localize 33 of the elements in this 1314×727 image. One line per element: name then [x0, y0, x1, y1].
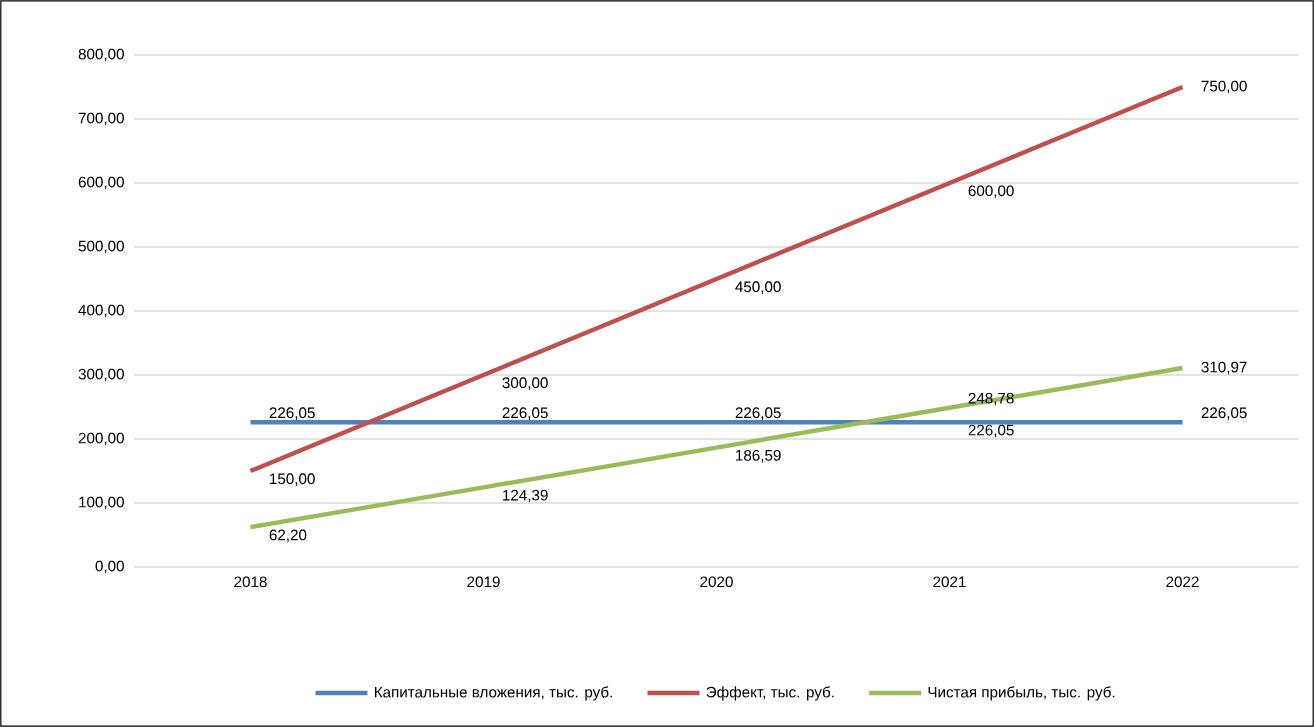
x-tick-label: 2020: [700, 576, 733, 588]
line-series: [248, 365, 1185, 530]
y-tick-label: 600,00: [78, 176, 124, 190]
data-label: 226,05: [502, 407, 548, 420]
y-tick-label: 800,00: [78, 48, 124, 62]
x-tick-label: 2018: [234, 576, 267, 588]
data-label: 450,00: [735, 281, 781, 294]
legend-label: Чистая прибыль, тыс. руб.: [928, 686, 1115, 701]
data-label: 226,05: [735, 407, 781, 420]
x-tick-label: 2019: [467, 576, 500, 588]
legend-label: Эффект, тыс. руб.: [706, 686, 834, 701]
data-label: 310,97: [1201, 361, 1247, 375]
data-label: 150,00: [270, 473, 315, 486]
x-tick-label: 2021: [933, 576, 966, 588]
data-label: 226,05: [1201, 407, 1247, 420]
y-tick-label: 100,00: [79, 496, 124, 510]
data-label: 62,20: [269, 529, 307, 543]
y-tick-label: 300,00: [78, 368, 124, 382]
y-tick-label: 700,00: [78, 112, 124, 126]
data-label: 300,00: [502, 377, 548, 390]
data-label: 750,00: [1201, 80, 1247, 94]
data-label: 600,00: [968, 185, 1014, 198]
data-label: 226,05: [968, 424, 1014, 438]
y-tick-label: 200,00: [78, 432, 124, 446]
y-tick-label: 0,00: [95, 560, 124, 574]
data-label: 186,59: [736, 449, 781, 463]
y-tick-label: 500,00: [78, 240, 124, 254]
data-label: 248,78: [968, 392, 1014, 406]
x-tick-label: 2022: [1166, 576, 1199, 588]
y-tick-label: 400,00: [78, 304, 124, 318]
data-label: 124,39: [503, 489, 548, 503]
legend-label: Капитальные вложения, тыс. руб.: [374, 686, 612, 701]
data-label: 226,05: [269, 407, 315, 420]
